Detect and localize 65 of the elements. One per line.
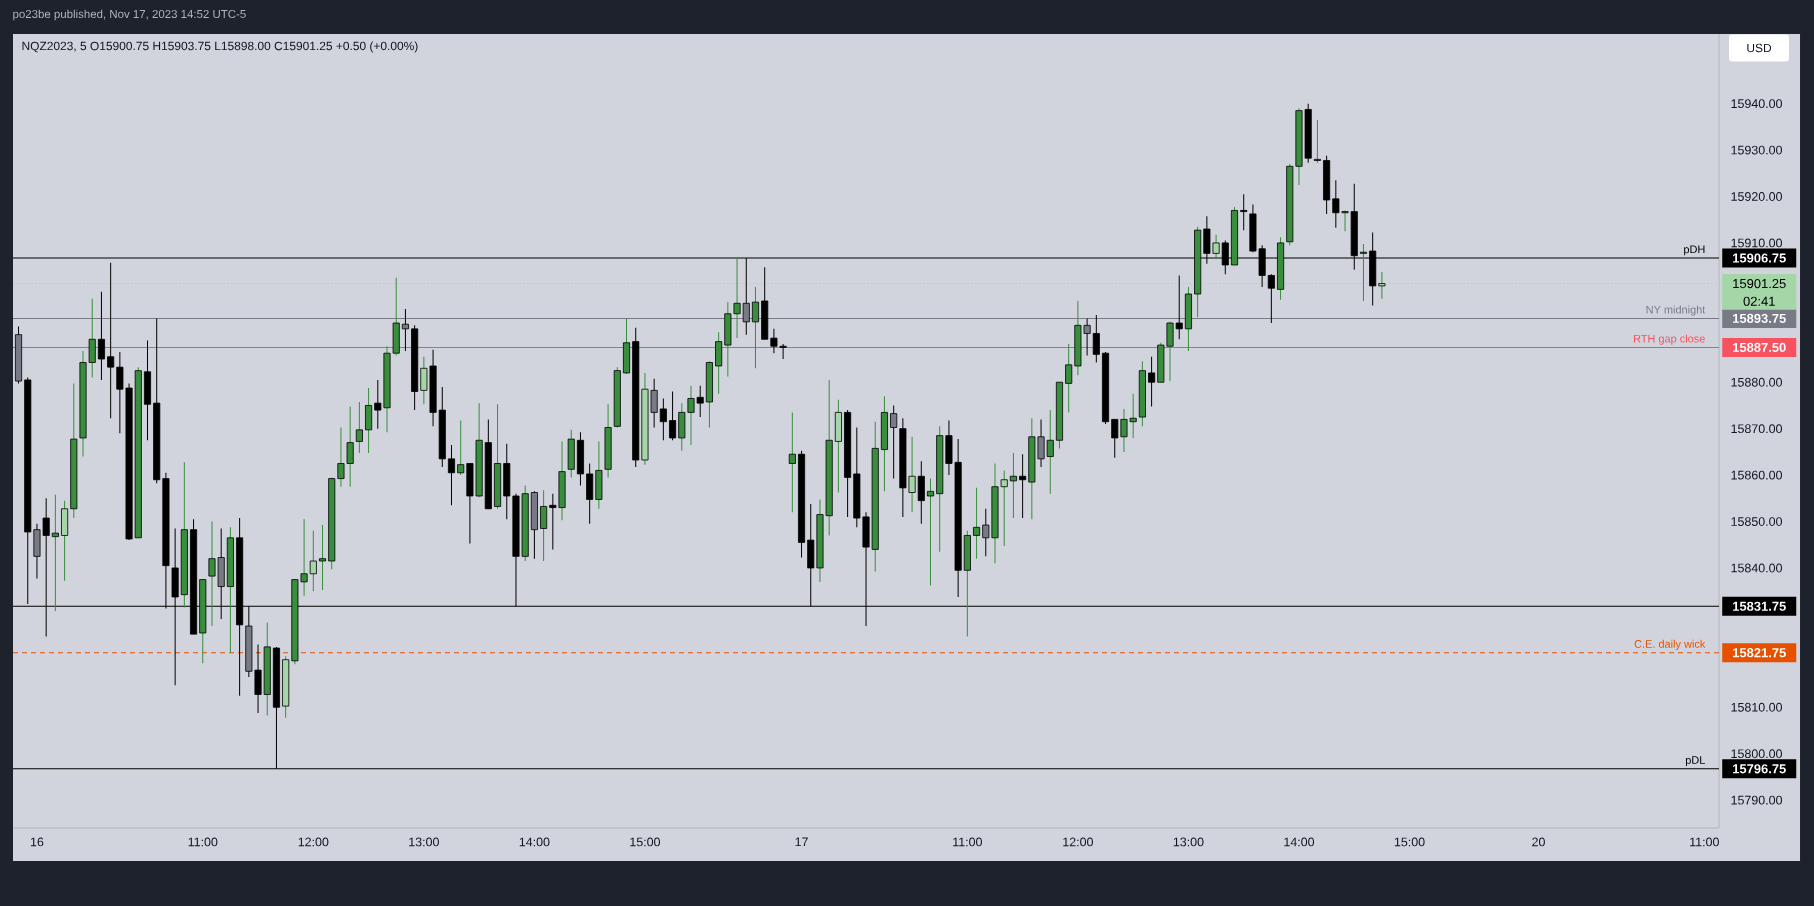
text: USD: [1747, 43, 1772, 53]
y-tick-label: 15901.25: [1733, 278, 1786, 289]
x-tick-label: 11:00: [953, 837, 982, 847]
text: 02:41: [1743, 296, 1775, 306]
candlestick: [788, 411, 796, 513]
y-tick-label: 15796.75: [1733, 764, 1786, 774]
y-tick-label: 15821.75: [1733, 648, 1786, 658]
y-tick-label: 15930.00: [1731, 145, 1783, 155]
candlestick: [669, 391, 677, 441]
y-tick-label: 15810.00: [1731, 702, 1783, 712]
y-tick-label: 15906.75: [1733, 253, 1786, 263]
text: NQZ2023, 5 O15900.75 H15903.75 L15898.00 C15901.25 +0.50 (+0.00%): [22, 41, 418, 53]
text: po23be published, Nov 17, 2023 14:52 UTC-5: [13, 9, 246, 21]
candlestick: [1019, 453, 1027, 519]
y-tick-label: 15850.00: [1731, 517, 1783, 526]
x-tick-label: 12:00: [1063, 837, 1093, 847]
x-tick-label: 13:00: [1173, 837, 1204, 847]
candlestick: [1009, 452, 1017, 519]
y-tick-label: 15880.00: [1731, 377, 1783, 387]
y-tick-label: 15831.75: [1733, 601, 1786, 611]
candlestick: [973, 487, 981, 560]
candlestick: [890, 404, 898, 480]
x-tick-label: 16: [30, 837, 44, 847]
candlestick: [1148, 356, 1156, 408]
candlestick: [1092, 314, 1100, 363]
candlestick: [751, 286, 760, 369]
candlestick: [107, 262, 115, 419]
x-tick-label: 11:00: [1690, 837, 1719, 847]
x-tick-label: 17: [795, 837, 808, 847]
candlestick: [97, 291, 105, 381]
candlestick: [457, 420, 465, 476]
y-tick-label: 15870.00: [1731, 424, 1783, 434]
x-tick-label: 15:00: [1394, 837, 1425, 847]
candlestick: [318, 524, 327, 591]
candlestick: [659, 397, 667, 441]
x-tick-label: 20: [1532, 837, 1545, 847]
candlestick: [1313, 119, 1321, 164]
x-tick-label: 12:00: [298, 837, 329, 847]
candlestick: [1267, 273, 1275, 324]
x-tick-label: 11:00: [188, 837, 218, 847]
y-tick-label: 15860.00: [1731, 470, 1783, 480]
y-tick-label: 15910.00: [1731, 238, 1783, 248]
x-tick-label: 15:00: [630, 837, 661, 847]
candlestick: [1065, 343, 1073, 413]
candlestick: [309, 530, 317, 592]
ref-line-label: C.E. daily wick: [1634, 639, 1706, 650]
candlestick: [447, 444, 456, 506]
y-tick-label: 15887.50: [1733, 342, 1786, 352]
ref-line-label: pDL: [1685, 756, 1705, 767]
y-tick-label: 15940.00: [1731, 99, 1783, 109]
candlestick: [926, 478, 935, 586]
y-tick-label: 15800.00: [1731, 749, 1783, 759]
y-tick-label: 15790.00: [1731, 795, 1783, 805]
y-tick-label: 15893.75: [1733, 313, 1786, 323]
candlestick: [540, 489, 548, 562]
x-tick-label: 13:00: [409, 837, 439, 847]
ref-line-label: pDH: [1684, 245, 1705, 256]
ref-line-label: RTH gap close: [1633, 334, 1705, 345]
x-tick-label: 14:00: [1284, 837, 1315, 847]
candlestick: [1240, 193, 1248, 231]
candlestick: [355, 401, 363, 454]
y-tick-label: 15840.00: [1731, 563, 1783, 573]
y-tick-label: 15920.00: [1731, 192, 1783, 201]
ref-line-label: NY midnight: [1646, 305, 1706, 316]
x-tick-label: 14:00: [519, 837, 550, 847]
